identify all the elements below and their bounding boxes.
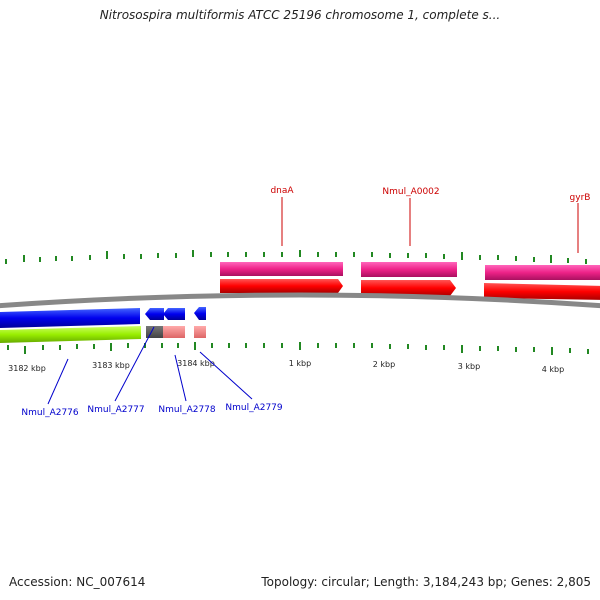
genome-summary-text: Topology: circular; Length: 3,184,243 bp… <box>261 575 591 589</box>
reverse-gene-track <box>0 307 206 328</box>
accession-text: Accession: NC_007614 <box>9 575 146 589</box>
forward-gene-track <box>220 279 600 300</box>
map-title: Nitrosospira multiformis ATCC 25196 chro… <box>99 8 501 22</box>
axis-label: 1 kbp <box>289 359 311 368</box>
forward-cds-track <box>220 262 600 280</box>
lower-ticks <box>7 342 589 355</box>
backbone-arc <box>0 292 600 309</box>
gene-label[interactable]: gyrB <box>570 193 591 203</box>
top-gene-labels: dnaA Nmul_A0002 gyrB <box>270 186 590 253</box>
gene-label[interactable]: Nmul_A2777 <box>87 405 144 415</box>
gene-label[interactable]: dnaA <box>270 186 294 196</box>
gene-label[interactable]: Nmul_A0002 <box>382 187 439 197</box>
bottom-gene-labels: Nmul_A2776 Nmul_A2777 Nmul_A2778 Nmul_A2… <box>21 326 283 418</box>
axis-label: 2 kbp <box>373 360 395 369</box>
axis-label: 3 kbp <box>458 362 480 371</box>
axis-label: 4 kbp <box>542 365 564 374</box>
gene-label[interactable]: Nmul_A2778 <box>158 405 216 415</box>
gene-label[interactable]: Nmul_A2776 <box>21 408 79 418</box>
axis-label: 3184 kbp <box>177 359 215 368</box>
gene-label[interactable]: Nmul_A2779 <box>225 403 283 413</box>
upper-ticks <box>5 250 587 264</box>
reverse-cds-track <box>0 326 206 343</box>
axis-label: 3182 kbp <box>8 364 46 373</box>
axis-label: 3183 kbp <box>92 361 130 370</box>
axis-labels: 3182 kbp 3183 kbp 3184 kbp 1 kbp 2 kbp 3… <box>8 359 564 374</box>
